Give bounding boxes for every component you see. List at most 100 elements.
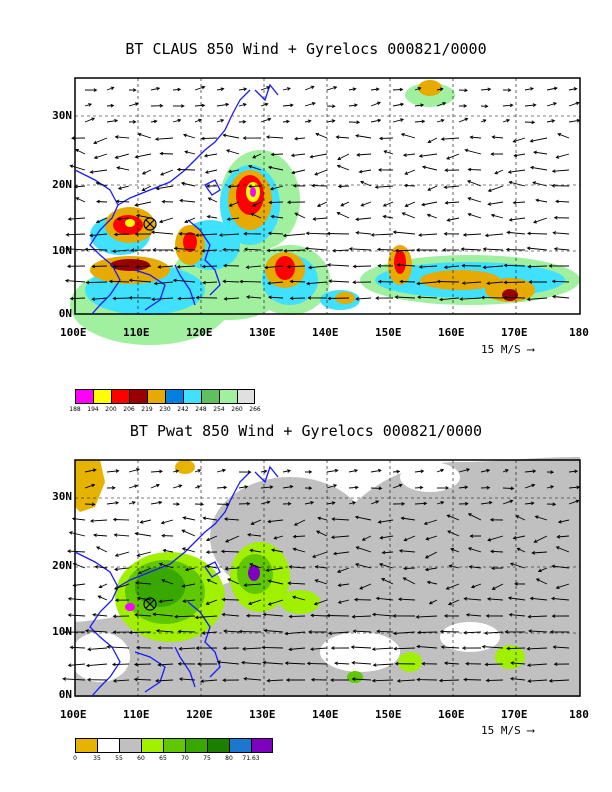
wind-vector-head bbox=[359, 586, 363, 590]
wind-vector-head bbox=[206, 214, 211, 219]
wind-vector-head bbox=[490, 213, 495, 218]
pwat-xlabel-160e: 160E bbox=[438, 708, 465, 721]
wind-vector bbox=[159, 217, 174, 223]
wind-vector bbox=[381, 578, 394, 585]
wind-vector bbox=[240, 281, 262, 283]
pwat-ref-arrow: ⟶ bbox=[527, 724, 534, 737]
wind-vector-head bbox=[116, 166, 121, 170]
wind-vector-head bbox=[287, 469, 292, 473]
wind-vector bbox=[485, 233, 504, 237]
wind-vector-head bbox=[135, 213, 140, 218]
wind-vector-head bbox=[514, 582, 518, 586]
wind-vector-head bbox=[550, 596, 555, 601]
wind-vector-head bbox=[244, 485, 249, 489]
wind-vector-head bbox=[377, 168, 382, 172]
wind-vector bbox=[372, 613, 394, 617]
wind-vector-head bbox=[250, 521, 255, 525]
wind-vector-head bbox=[358, 169, 363, 174]
wind-vector-head bbox=[225, 539, 229, 543]
wind-vector bbox=[114, 233, 130, 235]
wind-vector bbox=[535, 515, 548, 521]
wind-vector-head bbox=[415, 248, 420, 252]
wind-vector-head bbox=[108, 279, 113, 284]
wind-vector-head bbox=[249, 548, 254, 553]
wind-vector-head bbox=[352, 629, 357, 634]
wind-vector bbox=[150, 87, 160, 91]
wind-vector-head bbox=[336, 211, 341, 216]
wind-vector bbox=[447, 514, 460, 521]
wind-vector bbox=[96, 201, 108, 203]
wind-vector bbox=[96, 546, 108, 553]
wind-vector bbox=[419, 265, 438, 268]
claus-xlabel-120e: 120E bbox=[186, 326, 213, 339]
wind-vector bbox=[128, 468, 140, 473]
wind-vector bbox=[312, 551, 328, 558]
wind-vector-head bbox=[426, 580, 431, 585]
wind-vector-head bbox=[293, 522, 298, 526]
wind-vector bbox=[530, 137, 548, 142]
wind-vector bbox=[402, 212, 416, 219]
wind-vector-head bbox=[113, 533, 118, 537]
wind-vector bbox=[202, 249, 218, 252]
wind-vector-head bbox=[551, 294, 556, 299]
wind-vector bbox=[99, 583, 108, 588]
wind-vector-head bbox=[67, 596, 72, 601]
wind-vector-head bbox=[250, 212, 255, 217]
wind-vector-head bbox=[88, 103, 93, 107]
wind-vector bbox=[568, 119, 580, 123]
wind-vector bbox=[95, 566, 108, 569]
colorbar-swatch bbox=[237, 389, 255, 404]
wind-vector-head bbox=[446, 514, 451, 518]
wind-vector-head bbox=[227, 184, 232, 189]
wind-vector-head bbox=[404, 171, 409, 175]
wind-vector-head bbox=[421, 165, 426, 170]
wind-vector-head bbox=[370, 233, 375, 237]
wind-vector-head bbox=[309, 154, 314, 159]
wind-vector bbox=[463, 233, 482, 236]
wind-vector-head bbox=[486, 468, 491, 473]
wind-vector-head bbox=[307, 119, 312, 124]
wind-vector bbox=[306, 232, 328, 235]
wind-vector bbox=[222, 613, 240, 617]
wind-vector-head bbox=[382, 214, 387, 219]
wind-vector-head bbox=[134, 531, 139, 536]
wind-vector-head bbox=[352, 264, 357, 269]
wind-vector-head bbox=[507, 170, 512, 174]
wind-vector bbox=[394, 647, 416, 650]
wind-vector bbox=[348, 104, 358, 107]
wind-vector-head bbox=[97, 595, 102, 599]
wind-vector bbox=[305, 247, 328, 251]
wind-vector-head bbox=[330, 535, 335, 540]
wind-vector-head bbox=[351, 614, 356, 619]
wind-vector-head bbox=[443, 265, 448, 270]
pwat-wind-vectors bbox=[62, 468, 581, 683]
wind-vector-head bbox=[200, 502, 205, 507]
wind-vector-head bbox=[467, 212, 472, 217]
wind-vector bbox=[335, 662, 350, 665]
wind-vector-head bbox=[447, 530, 452, 534]
wind-vector-head bbox=[529, 165, 534, 170]
wind-vector-head bbox=[206, 184, 210, 188]
wind-vector-head bbox=[335, 135, 340, 139]
wind-vector bbox=[332, 518, 350, 521]
wind-vector bbox=[260, 501, 270, 505]
wind-vector-head bbox=[549, 630, 554, 634]
wind-vector-head bbox=[326, 231, 331, 236]
wind-vector bbox=[471, 583, 482, 588]
wind-vector-head bbox=[198, 118, 202, 123]
wind-vector-head bbox=[162, 548, 167, 553]
wind-vector-head bbox=[67, 613, 72, 617]
wind-vector-head bbox=[314, 172, 319, 176]
wind-vector bbox=[112, 249, 130, 252]
colorbar-swatch bbox=[183, 389, 201, 404]
wind-vector bbox=[460, 297, 482, 300]
wind-vector bbox=[266, 136, 284, 139]
wind-vector-head bbox=[222, 279, 227, 284]
wind-vector bbox=[552, 565, 570, 569]
wind-vector-head bbox=[531, 120, 536, 125]
colorbar-label: 254 bbox=[213, 406, 225, 413]
wind-vector bbox=[439, 297, 460, 301]
wind-vector bbox=[66, 233, 86, 236]
wind-vector-head bbox=[427, 139, 432, 144]
claus-coastlines bbox=[74, 83, 279, 315]
